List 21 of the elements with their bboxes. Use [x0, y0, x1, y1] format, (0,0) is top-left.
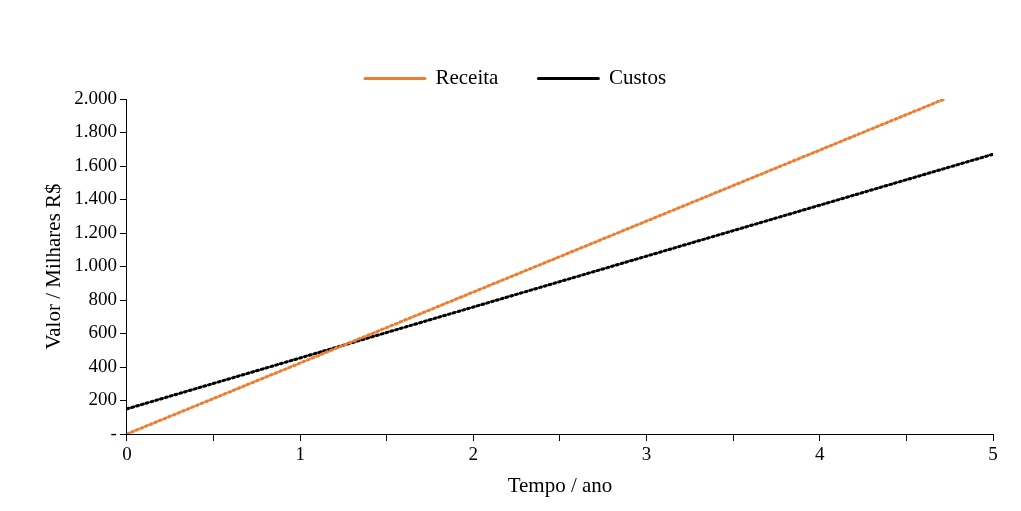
x-tick-label: 4	[815, 443, 826, 465]
x-tick-label: 2	[468, 443, 479, 465]
y-tick-label: 400	[88, 354, 117, 376]
y-axis-title: Valor / Milhares R$	[41, 183, 66, 350]
y-tick-label: 1.600	[74, 153, 117, 175]
y-tick-label: 1.400	[74, 187, 117, 209]
y-tick-label: 1.000	[74, 254, 117, 276]
y-tick-label: 2.000	[74, 86, 117, 108]
y-tick-label: 200	[88, 388, 117, 410]
y-tick-label: 1.800	[74, 120, 117, 142]
x-tick-label: 5	[988, 443, 998, 465]
y-tick-label: 1.200	[74, 220, 117, 242]
y-tick-label: 600	[88, 321, 117, 343]
x-axis-title: Tempo / ano	[507, 472, 613, 497]
x-tick-label: 3	[641, 443, 652, 465]
legend-label: Custos	[608, 65, 667, 90]
y-tick-label: 800	[88, 287, 117, 309]
y-tick-label: -	[110, 421, 117, 443]
x-tick-label: 1	[295, 443, 305, 465]
legend-label: Receita	[435, 65, 500, 90]
x-tick-label: 0	[122, 443, 132, 465]
